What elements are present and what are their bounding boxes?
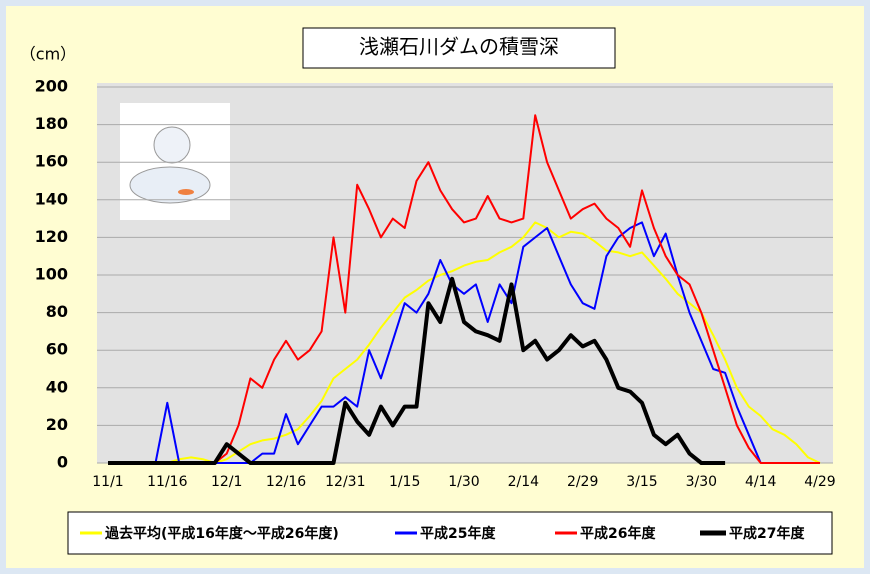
- x-tick-label: 12/16: [266, 474, 306, 490]
- x-tick-label: 12/31: [325, 474, 365, 490]
- x-tick-label: 1/15: [389, 474, 420, 490]
- x-tick-label: 3/30: [686, 474, 717, 490]
- y-tick-label: 0: [57, 453, 68, 472]
- x-tick-label: 11/16: [147, 474, 187, 490]
- y-tick-label: 100: [35, 265, 68, 284]
- snowman: [120, 103, 230, 220]
- chart-title: 浅瀬石川ダムの積雪深: [359, 35, 559, 59]
- x-tick-label: 1/30: [448, 474, 479, 490]
- x-tick-label: 3/15: [626, 474, 657, 490]
- x-tick-label: 2/29: [567, 474, 598, 490]
- y-tick-label: 200: [35, 77, 68, 96]
- y-tick-label: 140: [35, 189, 68, 208]
- legend-label: 平成25年度: [420, 525, 496, 542]
- x-tick-label: 4/29: [804, 474, 835, 490]
- y-tick-label: 120: [35, 227, 68, 246]
- y-tick-label: 20: [46, 415, 68, 434]
- chart: 浅瀬石川ダムの積雪深 （cm） 0 20 40 60 80 100 120 140 160 180…: [0, 0, 870, 574]
- x-tick-label: 4/14: [745, 474, 777, 490]
- y-tick-label: 160: [35, 152, 68, 171]
- y-tick-label: 40: [46, 377, 68, 396]
- y-tick-label: 180: [35, 114, 68, 133]
- x-tick-label: 2/14: [508, 474, 540, 490]
- y-tick-label: 60: [46, 340, 68, 359]
- y-axis-label: （cm）: [20, 45, 76, 64]
- legend-label: 平成27年度: [729, 525, 805, 542]
- x-tick-label: 12/1: [211, 474, 242, 490]
- y-tick-label: 80: [46, 302, 68, 321]
- page: {"chart_data": {"type": "line", "title":…: [0, 0, 870, 578]
- legend-label: 平成26年度: [580, 525, 656, 542]
- legend-label: 過去平均(平成16年度～平成26年度): [104, 525, 339, 542]
- x-tick-label: 11/1: [92, 474, 123, 490]
